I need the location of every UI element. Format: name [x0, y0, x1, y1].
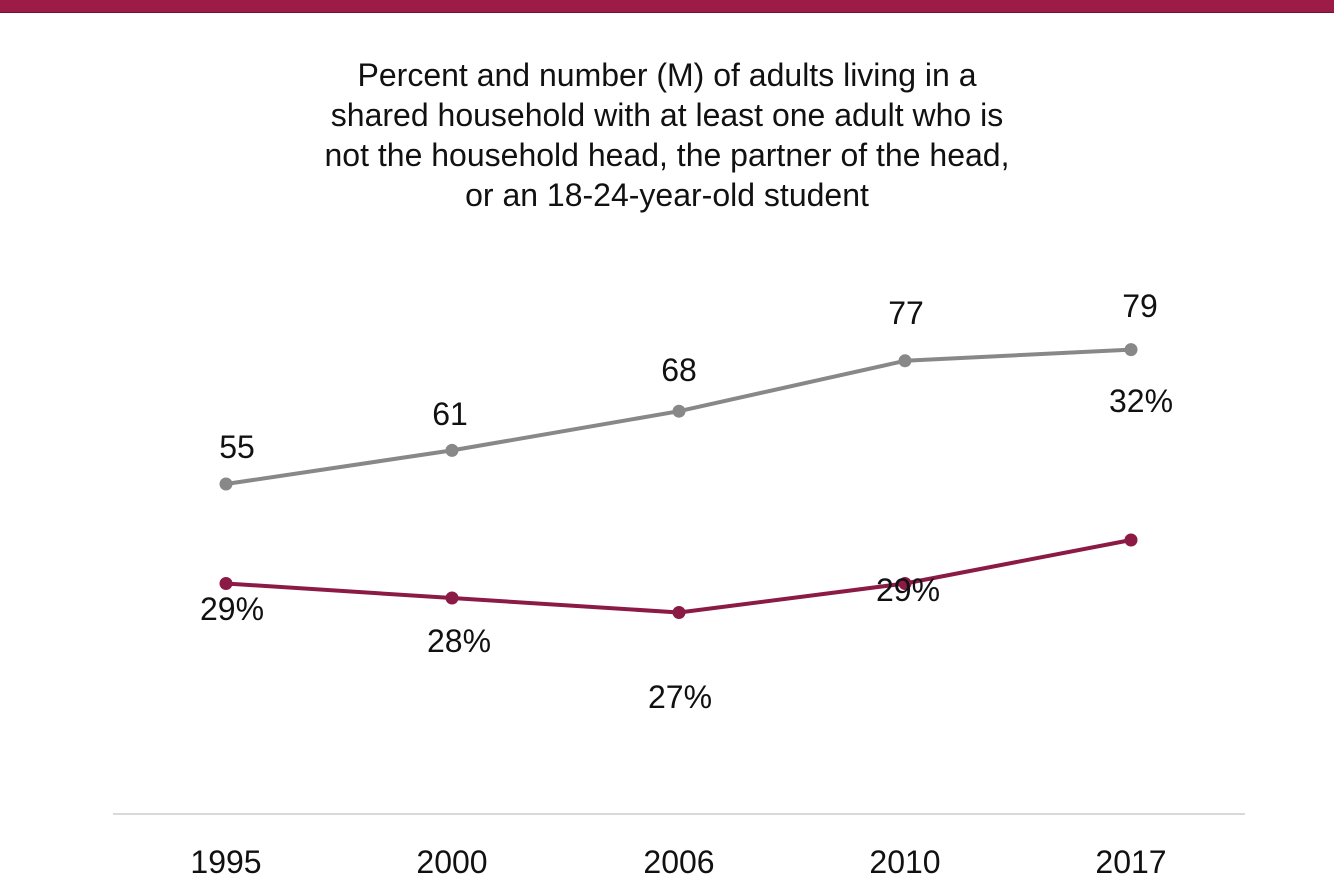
number-data-label: 61: [432, 396, 468, 432]
chart-title-line-4: or an 18-24-year-old student: [465, 177, 869, 213]
percent-data-label: 29%: [200, 591, 264, 627]
percent-data-label: 28%: [427, 623, 491, 659]
number-series-point: [672, 404, 686, 418]
percent-series-point: [672, 606, 686, 619]
x-tick-label: 1995: [190, 844, 261, 880]
chart-title: Percent and number (M) of adults living …: [167, 55, 1167, 215]
percent-data-label: 29%: [876, 572, 940, 608]
percent-series-point: [219, 577, 233, 590]
x-tick-label: 2006: [643, 844, 714, 880]
percent-series-line: [225, 538, 1132, 615]
percent-series-point: [898, 577, 912, 590]
x-tick-label: 2000: [416, 844, 487, 880]
number-data-label: 77: [888, 295, 924, 331]
number-series-point: [219, 477, 233, 491]
chart-title-line-3: not the household head, the partner of t…: [324, 137, 1010, 173]
number-series-point: [1124, 343, 1138, 357]
x-tick-label: 2010: [869, 844, 940, 880]
percent-data-label: 32%: [1109, 383, 1173, 419]
percent-data-label: 27%: [648, 679, 712, 715]
number-series-point: [445, 443, 459, 457]
chart-title-line-2: shared household with at least one adult…: [330, 97, 1004, 133]
number-data-label: 79: [1122, 288, 1158, 324]
number-data-label: 55: [219, 429, 255, 465]
percent-series-point: [445, 591, 459, 605]
number-series-point: [898, 354, 912, 368]
header-accent-bar: [0, 0, 1334, 13]
number-data-label: 68: [661, 352, 697, 388]
x-tick-label: 2017: [1095, 844, 1166, 880]
chart-title-line-1: Percent and number (M) of adults living …: [357, 57, 977, 93]
percent-series-point: [1124, 533, 1138, 547]
